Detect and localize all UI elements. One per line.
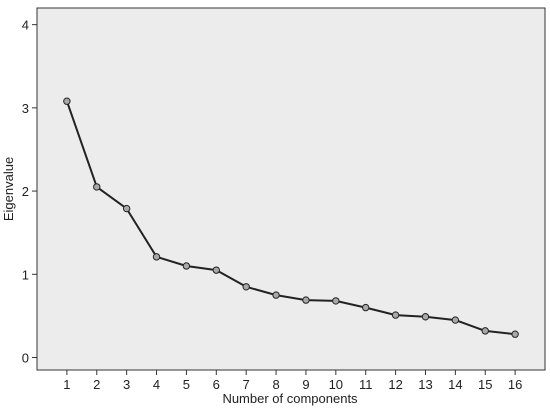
x-axis-label: Number of components xyxy=(222,391,358,406)
x-tick-label: 7 xyxy=(243,377,250,392)
plot-area xyxy=(36,7,546,371)
eigenvalue-point xyxy=(332,297,340,305)
x-tick-label: 8 xyxy=(272,377,279,392)
eigenvalue-point xyxy=(451,316,460,324)
x-tick-label: 4 xyxy=(153,377,160,392)
y-axis: 0 1 2 3 4 xyxy=(22,18,37,366)
x-tick-label: 12 xyxy=(388,377,402,392)
y-tick-label: 0 xyxy=(22,351,29,366)
x-tick-label: 5 xyxy=(183,377,190,392)
eigenvalue-point xyxy=(152,253,161,261)
eigenvalue-point xyxy=(511,330,519,338)
x-tick-label: 6 xyxy=(213,377,220,392)
x-tick-label: 16 xyxy=(508,377,522,392)
eigenvalue-line xyxy=(65,100,516,336)
eigenvalue-point xyxy=(362,303,370,312)
eigenvalue-point xyxy=(481,327,489,335)
eigenvalue-point xyxy=(212,266,220,274)
y-tick-label: 1 xyxy=(22,267,29,282)
x-tick-label: 14 xyxy=(448,377,462,392)
eigenvalue-point xyxy=(272,291,280,299)
x-tick-label: 15 xyxy=(478,377,492,392)
y-tick-label: 3 xyxy=(22,101,29,116)
eigenvalue-point xyxy=(302,296,310,304)
x-tick-label: 3 xyxy=(123,377,130,392)
y-tick-label: 4 xyxy=(22,18,29,33)
eigenvalue-point xyxy=(63,97,71,105)
x-tick-label: 2 xyxy=(93,377,100,392)
x-tick-label: 9 xyxy=(302,377,309,392)
x-axis: 1 2 3 4 5 6 7 8 9 10 11 12 13 14 15 16 xyxy=(63,370,522,392)
eigenvalue-point xyxy=(391,311,400,319)
eigenvalue-point xyxy=(93,183,101,191)
eigenvalue-point xyxy=(421,313,430,321)
eigenvalue-point xyxy=(122,204,131,213)
y-axis-label: Eigenvalue xyxy=(1,157,16,221)
eigenvalue-point xyxy=(242,283,250,291)
x-tick-label: 1 xyxy=(63,377,70,392)
eigenvalue-series xyxy=(63,97,519,338)
x-tick-label: 10 xyxy=(329,377,343,392)
eigenvalue-point xyxy=(182,262,191,270)
x-tick-label: 13 xyxy=(418,377,432,392)
x-tick-label: 11 xyxy=(359,377,373,392)
y-tick-label: 2 xyxy=(22,184,29,199)
